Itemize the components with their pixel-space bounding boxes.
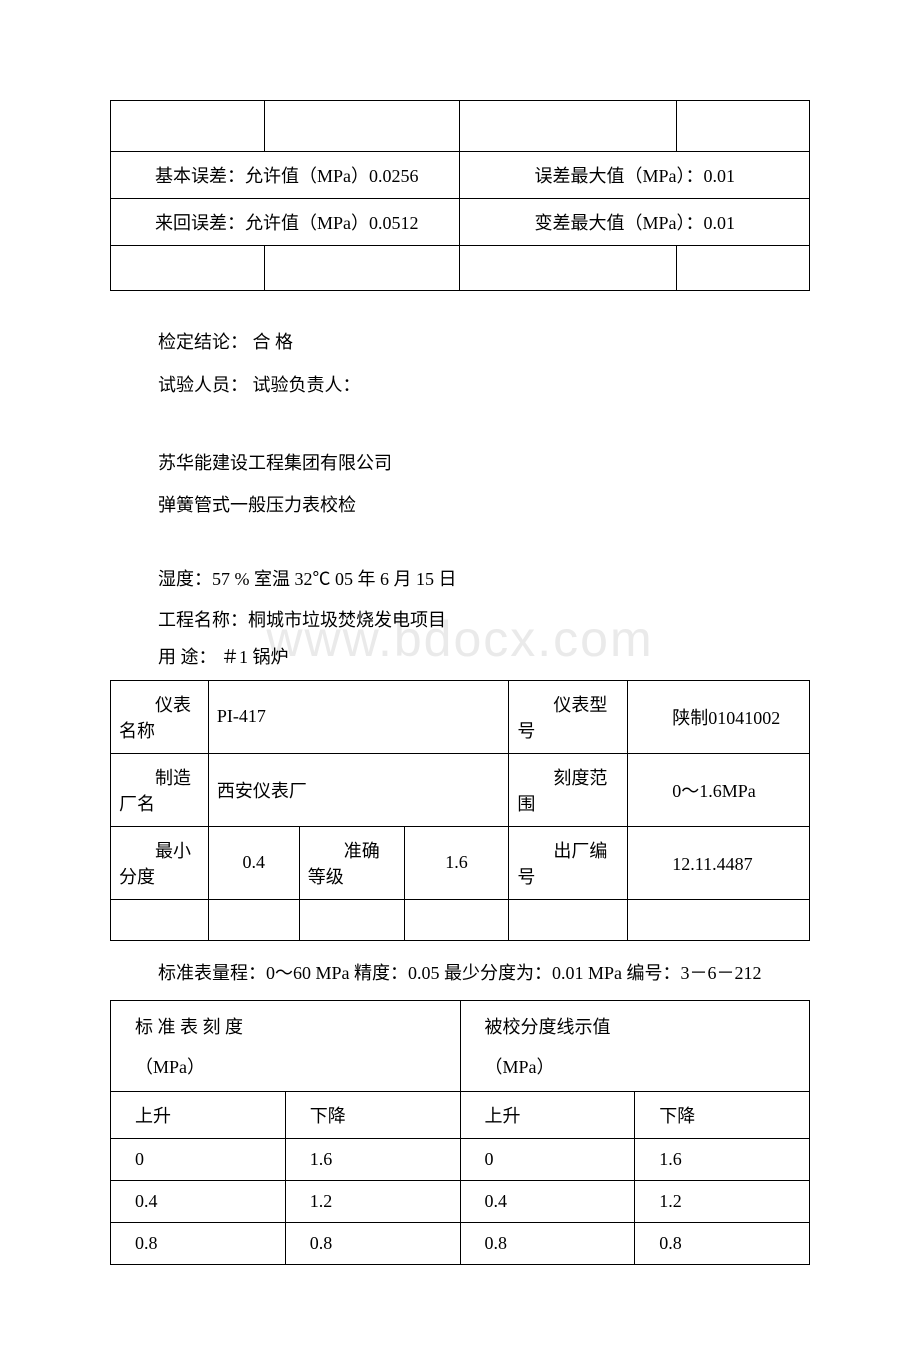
data-cell: 0 bbox=[460, 1138, 635, 1180]
value-instrument-model: 陕制01041002 bbox=[628, 680, 810, 753]
cell-empty bbox=[111, 899, 209, 940]
label-scale-range: 刻度范围 bbox=[509, 753, 628, 826]
basic-error-allow: 基本误差：允许值（MPa）0.0256 bbox=[111, 152, 460, 199]
data-cell: 1.6 bbox=[635, 1138, 810, 1180]
env-line: 湿度：57 % 室温 32℃ 05 年 6 月 15 日 bbox=[110, 564, 810, 595]
header-standard-scale: 标 准 表 刻 度 （MPa） bbox=[111, 1000, 461, 1091]
value-manufacturer: 西安仪表厂 bbox=[208, 753, 509, 826]
table-row: 最小分度 0.4 准确等级 1.6 出厂编号 12.11.4487 bbox=[111, 826, 810, 899]
value-accuracy-class: 1.6 bbox=[404, 826, 509, 899]
unit-text: （MPa） bbox=[485, 1053, 802, 1079]
subheader-down: 下降 bbox=[635, 1091, 810, 1138]
return-error-allow: 来回误差：允许值（MPa）0.0512 bbox=[111, 199, 460, 246]
variation-max: 变差最大值（MPa）：0.01 bbox=[460, 199, 810, 246]
table-row: 基本误差：允许值（MPa）0.0256 误差最大值（MPa）：0.01 bbox=[111, 152, 810, 199]
header-text: 标 准 表 刻 度 bbox=[135, 1013, 452, 1039]
cell-empty bbox=[111, 246, 265, 291]
cell-empty bbox=[460, 101, 677, 152]
value-min-division: 0.4 bbox=[208, 826, 299, 899]
cell-empty bbox=[264, 101, 460, 152]
value-scale-range: 0～1.6MPa bbox=[628, 753, 810, 826]
label-instrument-model: 仪表型号 bbox=[509, 680, 628, 753]
cell-empty bbox=[628, 899, 810, 940]
data-cell: 1.2 bbox=[635, 1180, 810, 1222]
cell-empty bbox=[208, 899, 299, 940]
data-cell: 0.4 bbox=[111, 1180, 286, 1222]
cell-empty bbox=[460, 246, 677, 291]
standard-gauge-line: 标准表量程：0～60 MPa 精度：0.05 最少分度为：0.01 MPa 编号… bbox=[110, 959, 810, 988]
personnel-line: 试验人员： 试验负责人： bbox=[110, 370, 810, 401]
project-line: 工程名称：桐城市垃圾焚烧发电项目 bbox=[110, 606, 810, 635]
data-cell: 0.8 bbox=[460, 1222, 635, 1264]
cell-empty bbox=[264, 246, 460, 291]
value-instrument-name: PI-417 bbox=[208, 680, 509, 753]
label-instrument-name: 仪表名称 bbox=[111, 680, 209, 753]
company-line: 苏华能建设工程集团有限公司 bbox=[110, 448, 810, 479]
cell-empty bbox=[404, 899, 509, 940]
header-calibrated-scale: 被校分度线示值 （MPa） bbox=[460, 1000, 810, 1091]
data-cell: 0.8 bbox=[635, 1222, 810, 1264]
cell-empty bbox=[111, 101, 265, 152]
title-line: 弹簧管式一般压力表校检 bbox=[110, 491, 810, 520]
header-text: 被校分度线示值 bbox=[485, 1013, 802, 1039]
error-max: 误差最大值（MPa）：0.01 bbox=[460, 152, 810, 199]
cell-empty bbox=[299, 899, 404, 940]
conclusion-line: 检定结论： 合 格 bbox=[110, 327, 810, 358]
cell-empty bbox=[677, 246, 810, 291]
table-row bbox=[111, 899, 810, 940]
table-row: 制造厂名 西安仪表厂 刻度范围 0～1.6MPa bbox=[111, 753, 810, 826]
table-row bbox=[111, 246, 810, 291]
subheader-down: 下降 bbox=[285, 1091, 460, 1138]
label-accuracy-class: 准确等级 bbox=[299, 826, 404, 899]
calibration-data-table: 标 准 表 刻 度 （MPa） 被校分度线示值 （MPa） 上升 下降 上升 下… bbox=[110, 1000, 810, 1265]
table-row: 0 1.6 0 1.6 bbox=[111, 1138, 810, 1180]
usage-line: 用 途： ＃1 锅炉 bbox=[110, 643, 810, 672]
cell-empty bbox=[677, 101, 810, 152]
data-cell: 0 bbox=[111, 1138, 286, 1180]
cell-empty bbox=[509, 899, 628, 940]
error-summary-table: 基本误差：允许值（MPa）0.0256 误差最大值（MPa）：0.01 来回误差… bbox=[110, 100, 810, 291]
label-manufacturer: 制造厂名 bbox=[111, 753, 209, 826]
label-factory-number: 出厂编号 bbox=[509, 826, 628, 899]
table-row bbox=[111, 101, 810, 152]
table-row: 上升 下降 上升 下降 bbox=[111, 1091, 810, 1138]
data-cell: 1.2 bbox=[285, 1180, 460, 1222]
unit-text: （MPa） bbox=[135, 1053, 452, 1079]
data-cell: 0.4 bbox=[460, 1180, 635, 1222]
data-cell: 1.6 bbox=[285, 1138, 460, 1180]
subheader-up: 上升 bbox=[111, 1091, 286, 1138]
table-row: 0.8 0.8 0.8 0.8 bbox=[111, 1222, 810, 1264]
data-cell: 0.8 bbox=[285, 1222, 460, 1264]
subheader-up: 上升 bbox=[460, 1091, 635, 1138]
data-cell: 0.8 bbox=[111, 1222, 286, 1264]
table-row: 标 准 表 刻 度 （MPa） 被校分度线示值 （MPa） bbox=[111, 1000, 810, 1091]
instrument-info-table: 仪表名称 PI-417 仪表型号 陕制01041002 制造厂名 西安仪表厂 刻… bbox=[110, 680, 810, 941]
table-row: 0.4 1.2 0.4 1.2 bbox=[111, 1180, 810, 1222]
table-row: 来回误差：允许值（MPa）0.0512 变差最大值（MPa）：0.01 bbox=[111, 199, 810, 246]
label-min-division: 最小分度 bbox=[111, 826, 209, 899]
value-factory-number: 12.11.4487 bbox=[628, 826, 810, 899]
table-row: 仪表名称 PI-417 仪表型号 陕制01041002 bbox=[111, 680, 810, 753]
